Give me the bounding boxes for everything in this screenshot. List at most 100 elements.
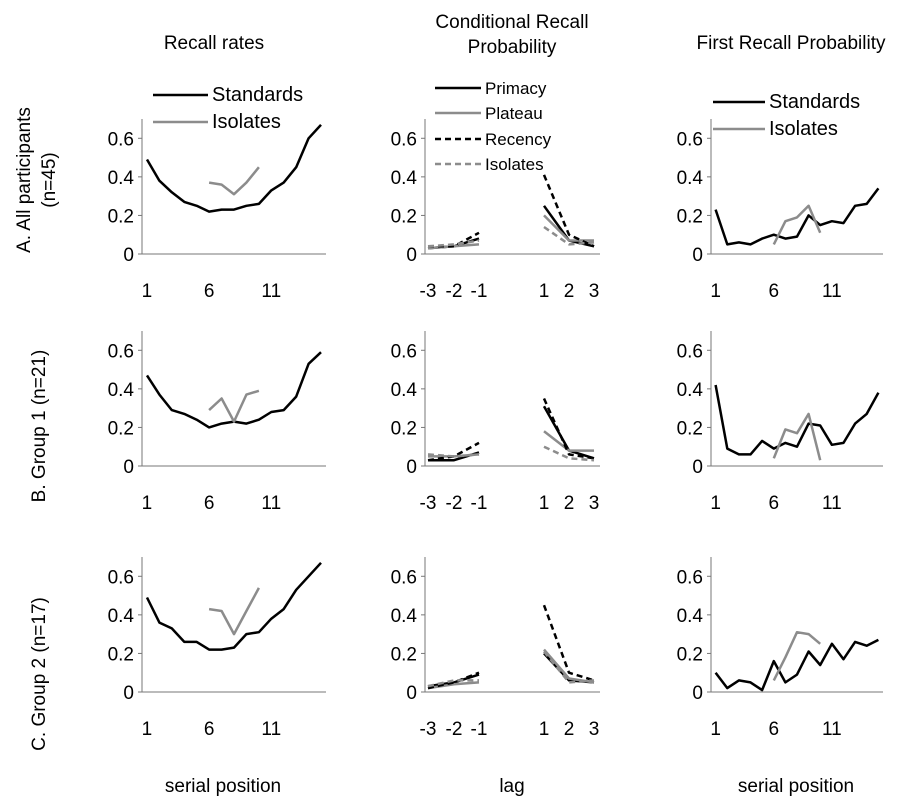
y-tick-label: 0.2 bbox=[677, 644, 703, 665]
legend-label: Primacy bbox=[485, 79, 547, 98]
x-tick-label: 6 bbox=[204, 281, 215, 302]
row-label-3: C. Group 2 (n=17) bbox=[29, 597, 50, 751]
x-axis-label: serial position bbox=[165, 776, 281, 797]
x-tick-label: 6 bbox=[768, 281, 779, 302]
y-tick-label: 0.2 bbox=[391, 206, 417, 227]
column-title-3: First Recall Probability bbox=[697, 33, 886, 54]
x-tick-label: -3 bbox=[420, 719, 437, 740]
column-title-2: Conditional Recall bbox=[435, 12, 588, 33]
legend-label: Recency bbox=[485, 130, 552, 149]
panel-A-first: 0 0.2 0.4 0.6 1 6 11 bbox=[677, 119, 883, 302]
row-label-line: C. Group 2 (n=17) bbox=[29, 597, 50, 751]
x-tick-label: 2 bbox=[564, 719, 575, 740]
y-tick-label: 0.6 bbox=[108, 341, 134, 362]
x-tick-label: 3 bbox=[589, 719, 600, 740]
y-tick-label: 0 bbox=[123, 683, 134, 704]
y-tick-label: 0 bbox=[692, 457, 703, 478]
panel-B-recall: 0 0.2 0.4 0.6 1 6 11 bbox=[108, 331, 326, 514]
x-tick-label: -2 bbox=[446, 493, 463, 514]
y-tick-label: 0 bbox=[692, 245, 703, 266]
legend-label: Isolates bbox=[212, 111, 281, 133]
row-label-1: A. All participants (n=45) bbox=[14, 107, 60, 253]
series-line-isolates bbox=[208, 587, 260, 636]
series-line-isolates bbox=[543, 225, 595, 246]
panel-A-recall: 0 0.2 0.4 0.6 1 6 11 bbox=[108, 119, 326, 302]
y-tick-label: 0.2 bbox=[108, 206, 134, 227]
legend-1: Standards Isolates bbox=[153, 84, 303, 133]
x-tick-label: 1 bbox=[539, 281, 550, 302]
y-tick-label: 0.4 bbox=[677, 606, 704, 627]
y-tick-label: 0.4 bbox=[391, 380, 418, 401]
legend-label: Isolates bbox=[769, 118, 838, 140]
y-tick-label: 0 bbox=[123, 245, 134, 266]
y-tick-label: 0.2 bbox=[108, 418, 134, 439]
x-tick-label: -3 bbox=[420, 493, 437, 514]
panel-A-crp: 0 0.2 0.4 0.6 -3 -2 -1 1 2 3 bbox=[391, 119, 600, 302]
y-tick-label: 0.6 bbox=[677, 129, 703, 150]
series-line-standards bbox=[145, 351, 322, 429]
legend-label: Standards bbox=[769, 91, 860, 113]
x-tick-label: -2 bbox=[446, 719, 463, 740]
series-line-isolates bbox=[543, 650, 595, 684]
legend-2: Primacy Plateau Recency Isolates bbox=[435, 79, 552, 174]
y-tick-label: 0.2 bbox=[391, 644, 417, 665]
panel-C-crp: 0 0.2 0.4 0.6 -3 -2 -1 1 2 3 bbox=[391, 557, 600, 740]
x-tick-label: -1 bbox=[471, 719, 488, 740]
x-tick-label: 11 bbox=[261, 281, 281, 302]
series-line-isolates bbox=[208, 166, 260, 196]
series-line-standards bbox=[714, 384, 880, 456]
series-line-standards bbox=[714, 187, 880, 246]
y-tick-label: 0.4 bbox=[677, 168, 704, 189]
y-tick-label: 0.4 bbox=[108, 606, 135, 627]
x-tick-label: 2 bbox=[564, 493, 575, 514]
x-tick-label: 6 bbox=[204, 493, 215, 514]
y-tick-label: 0.4 bbox=[108, 380, 135, 401]
y-tick-label: 0.6 bbox=[391, 567, 417, 588]
series-line-standards bbox=[145, 561, 322, 651]
series-line-recency bbox=[542, 174, 595, 248]
legend-3: Standards Isolates bbox=[713, 91, 860, 140]
series-line-isolates bbox=[427, 679, 479, 688]
y-tick-label: 0.2 bbox=[677, 206, 703, 227]
series-line-isolates bbox=[208, 389, 260, 423]
series-line-isolates bbox=[772, 204, 822, 245]
x-tick-label: 3 bbox=[589, 281, 600, 302]
x-tick-label: 1 bbox=[142, 281, 153, 302]
x-tick-label: 1 bbox=[710, 493, 721, 514]
x-tick-label: 1 bbox=[710, 719, 721, 740]
series-line-recency bbox=[428, 231, 480, 248]
y-tick-label: 0 bbox=[406, 683, 417, 704]
y-tick-label: 0.6 bbox=[677, 341, 703, 362]
series-line-recency bbox=[427, 671, 480, 690]
x-tick-label: 6 bbox=[768, 493, 779, 514]
row-label-line: A. All participants bbox=[14, 107, 35, 253]
y-tick-label: 0 bbox=[692, 683, 703, 704]
y-tick-label: 0 bbox=[123, 457, 134, 478]
x-tick-label: 11 bbox=[822, 719, 842, 740]
x-tick-label: -3 bbox=[420, 281, 437, 302]
y-tick-label: 0.2 bbox=[677, 418, 703, 439]
x-tick-label: 6 bbox=[768, 719, 779, 740]
series-line-recency bbox=[542, 604, 595, 682]
x-tick-label: 3 bbox=[589, 493, 600, 514]
legend-label: Plateau bbox=[485, 104, 543, 123]
x-tick-label: 1 bbox=[539, 719, 550, 740]
x-tick-label: 11 bbox=[261, 493, 281, 514]
x-tick-label: 11 bbox=[822, 493, 842, 514]
series-line-recency bbox=[542, 397, 595, 460]
x-tick-label: -1 bbox=[471, 281, 488, 302]
legend-label: Isolates bbox=[485, 155, 544, 174]
x-tick-label: 11 bbox=[261, 719, 281, 740]
series-line-isolates bbox=[543, 445, 595, 462]
x-axis-label: serial position bbox=[738, 776, 854, 797]
series-line-recency bbox=[427, 441, 480, 462]
series-line-isolates bbox=[427, 239, 480, 248]
x-tick-label: 1 bbox=[142, 493, 153, 514]
x-axis-label: lag bbox=[499, 776, 524, 797]
y-tick-label: 0.4 bbox=[108, 168, 135, 189]
series-line-isolates bbox=[772, 630, 822, 681]
series-line-plateau bbox=[543, 430, 594, 452]
row-label-line: (n=45) bbox=[39, 152, 60, 207]
y-tick-label: 0.2 bbox=[391, 418, 417, 439]
panel-C-first: 0 0.2 0.4 0.6 1 6 11 bbox=[677, 557, 883, 740]
